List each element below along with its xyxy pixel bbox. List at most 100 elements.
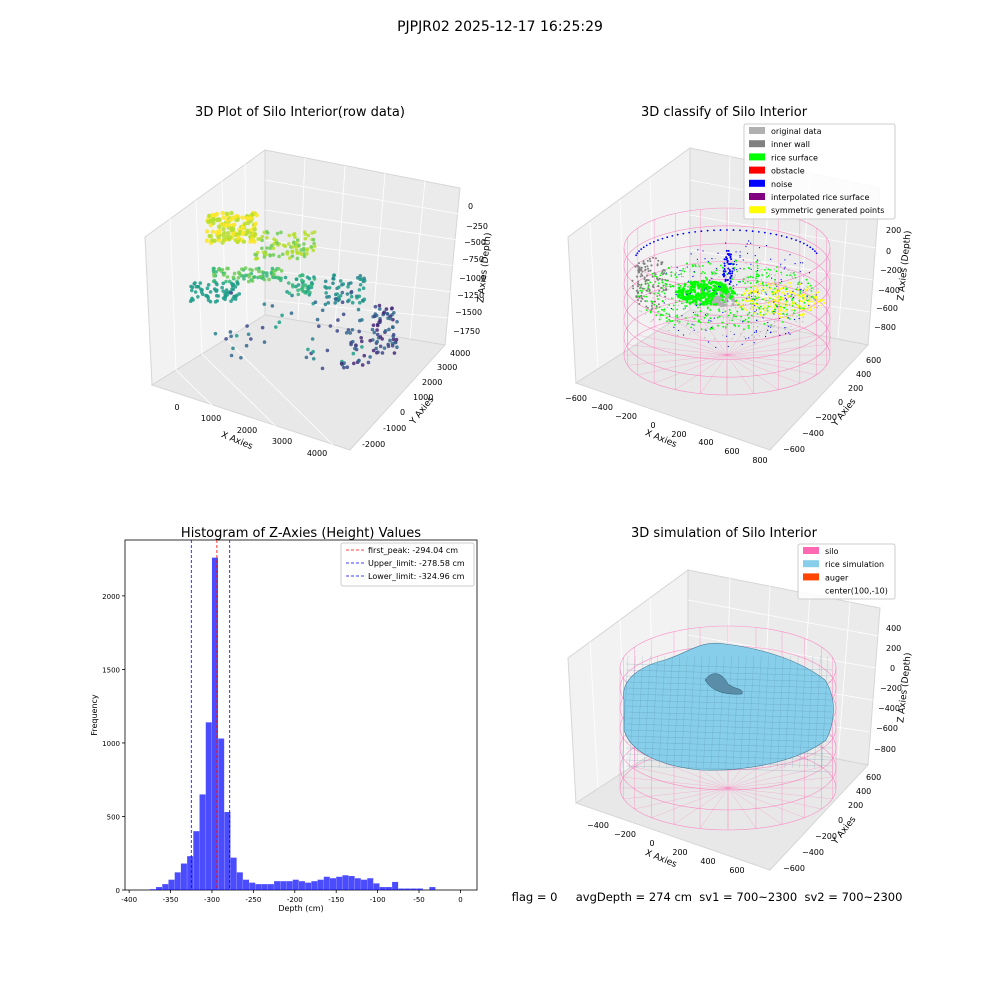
cls-point <box>644 300 647 303</box>
cls-point <box>714 328 716 331</box>
cls-point <box>654 273 657 276</box>
raw-point <box>375 332 380 337</box>
cls-point <box>733 323 736 326</box>
cls-point <box>746 243 748 245</box>
mesh-line <box>792 655 799 769</box>
cls-point <box>723 288 727 292</box>
cls-point <box>797 286 799 289</box>
cls-point <box>765 282 767 284</box>
sim-x-tick: 200 <box>672 848 687 857</box>
sim-rice-surface-shape <box>623 642 834 771</box>
cls-point <box>766 276 768 278</box>
cls-y-ticks: −600 −400 −200 0 200 400 600 <box>783 356 881 454</box>
legend-label: obstacle <box>771 167 805 176</box>
cls-point <box>772 282 775 284</box>
cls-point <box>770 273 772 276</box>
cls-point <box>781 291 784 294</box>
cls-point <box>782 312 785 315</box>
cls-point <box>705 328 707 330</box>
cls-x-tick: −600 <box>565 394 587 403</box>
cls-point <box>723 264 726 267</box>
cls-point <box>780 278 782 281</box>
cls-point <box>684 267 686 269</box>
cls-point <box>649 292 652 295</box>
cls-point <box>695 295 699 299</box>
sim-z-tick: −800 <box>874 745 896 754</box>
cls-point <box>714 258 717 260</box>
cls-point <box>682 267 685 270</box>
cls-point <box>789 274 791 277</box>
raw-point <box>296 283 301 287</box>
cls-point <box>713 274 715 276</box>
cls-point <box>791 275 793 278</box>
cls-point <box>806 298 808 300</box>
cls-point <box>638 268 641 271</box>
cls-point <box>776 296 778 299</box>
raw-point <box>346 299 350 304</box>
cls-point <box>808 298 811 301</box>
cls-point <box>783 310 785 313</box>
cls-point <box>795 239 797 242</box>
cls-point <box>751 295 753 298</box>
cls-point <box>797 294 800 297</box>
cls-point <box>754 285 757 288</box>
cls-point <box>733 285 735 288</box>
cls-point <box>814 299 816 301</box>
raw-point <box>252 232 258 237</box>
cls-point <box>758 283 760 286</box>
cls-point <box>755 281 758 284</box>
mesh-line <box>762 655 769 769</box>
cls-point <box>797 283 799 285</box>
cls-point <box>704 314 707 316</box>
raw-point <box>245 220 251 226</box>
cls-point <box>631 279 634 282</box>
cls-point <box>730 289 734 293</box>
cls-point <box>636 299 639 302</box>
hist-bar <box>329 878 336 890</box>
cls-point <box>812 300 814 302</box>
raw-point <box>378 344 383 349</box>
cls-point <box>729 276 732 279</box>
cls-point <box>726 323 729 326</box>
cls-point <box>774 274 776 276</box>
raw-point <box>388 338 392 343</box>
cls-point <box>705 314 708 317</box>
cls-point <box>653 303 656 306</box>
cls-point <box>820 304 822 307</box>
cls-point <box>745 262 747 264</box>
raw-point <box>289 311 294 315</box>
cls-point <box>647 270 650 273</box>
raw-point <box>244 215 250 221</box>
cls-z-tick: −800 <box>874 323 896 332</box>
cls-point <box>782 298 785 301</box>
cls-point <box>692 327 695 329</box>
cls-point <box>649 311 652 314</box>
mesh-line <box>673 655 680 769</box>
cls-point <box>766 325 768 327</box>
cls-point <box>707 341 710 343</box>
raw-point <box>277 320 282 325</box>
cls-point <box>750 268 752 270</box>
cls-point <box>809 309 812 312</box>
cls-point <box>758 335 760 337</box>
cls-point <box>754 306 757 309</box>
raw-point <box>376 350 380 354</box>
cls-point <box>751 230 754 233</box>
cls-point <box>734 274 736 276</box>
hist-bar <box>168 879 175 890</box>
cls-point <box>637 290 640 293</box>
cls-point <box>766 308 769 311</box>
hist-legend-label: Upper_limit: -278.58 cm <box>368 559 465 568</box>
raw-point <box>287 233 292 238</box>
raw-point <box>309 245 314 249</box>
cls-point <box>771 291 774 293</box>
cls-point <box>696 314 699 317</box>
cls-point <box>802 275 804 277</box>
cls-point <box>769 319 771 321</box>
cls-point <box>790 272 792 274</box>
sim-auger-dip <box>704 673 743 695</box>
cls-point <box>773 302 776 305</box>
